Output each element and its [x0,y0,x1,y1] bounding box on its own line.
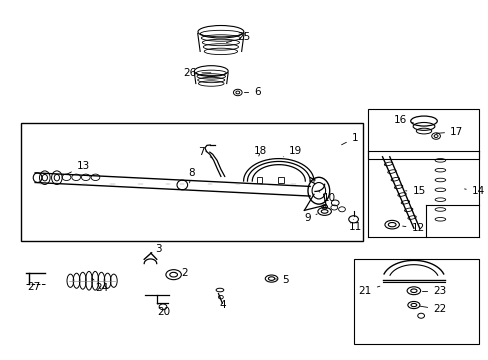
Text: 6: 6 [244,87,260,98]
Bar [20,123,363,241]
Text: 12: 12 [402,223,424,233]
Text: 11: 11 [348,219,361,232]
Text: 17: 17 [435,127,462,137]
Ellipse shape [194,66,228,76]
Text: 19: 19 [283,146,302,157]
Text: 4: 4 [219,297,225,310]
Text: 27: 27 [27,279,40,292]
Bar [256,177,262,183]
Text: 3: 3 [150,244,161,253]
Text: 18: 18 [254,147,267,157]
Text: 5: 5 [275,275,288,285]
Text: 9: 9 [304,213,317,223]
Bar [367,109,478,158]
Text: 2: 2 [175,268,187,278]
Text: 26: 26 [183,68,210,78]
Text: 25: 25 [226,32,250,43]
Ellipse shape [198,26,244,38]
Text: 15: 15 [405,186,425,197]
Bar [278,177,284,183]
Text: 13: 13 [66,161,90,175]
Text: 20: 20 [157,303,170,317]
Text: 7: 7 [198,147,212,158]
Text: 10: 10 [318,192,335,203]
Text: 21: 21 [358,286,379,296]
Bar [353,258,478,344]
Text: 24: 24 [92,278,108,293]
Text: 8: 8 [188,168,195,183]
Text: 22: 22 [419,304,446,314]
Text: 14: 14 [464,186,484,197]
Text: 23: 23 [422,287,446,296]
Text: 1: 1 [341,133,358,145]
Text: 16: 16 [392,115,413,125]
